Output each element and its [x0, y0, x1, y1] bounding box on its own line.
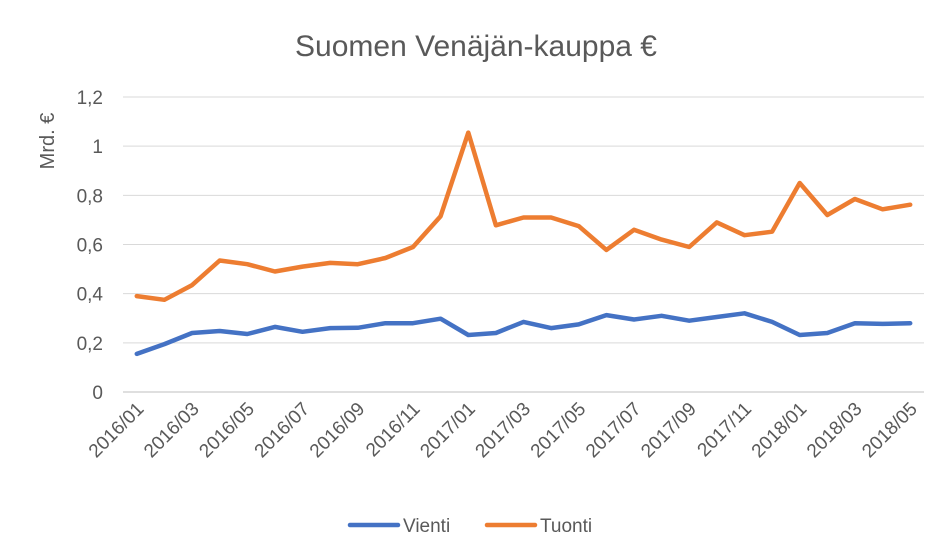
- y-tick-label: 1,2: [77, 88, 103, 109]
- x-tick-label: 2018/01: [748, 399, 811, 462]
- y-tick-labels: 0 0,2 0,4 0,6 0,8 1 1,2: [77, 88, 104, 404]
- y-axis-label: Mrd. €: [37, 113, 59, 170]
- y-tick-label: 0,4: [77, 285, 104, 306]
- series-lines: [134, 130, 913, 357]
- x-tick-label: 2016/01: [85, 399, 148, 462]
- y-tick-label: 0: [92, 383, 103, 404]
- y-tick-label: 1: [92, 137, 103, 158]
- series-line-tuonti: [134, 130, 913, 303]
- chart-title: Suomen Venäjän-kauppa €: [295, 30, 657, 63]
- x-tick-label: 2017/09: [637, 399, 700, 462]
- legend-label-vienti: Vienti: [403, 516, 450, 537]
- x-tick-label: 2018/03: [803, 399, 866, 462]
- x-tick-label: 2016/09: [306, 399, 369, 462]
- x-tick-label: 2016/11: [362, 399, 424, 461]
- legend-label-tuonti: Tuonti: [540, 516, 592, 537]
- x-tick-label: 2016/03: [140, 399, 203, 462]
- x-tick-labels: 2016/012016/032016/052016/072016/092016/…: [85, 399, 922, 462]
- x-tick-label: 2018/05: [858, 399, 921, 462]
- x-tick-label: 2017/11: [694, 399, 756, 461]
- legend: Vienti Tuonti: [347, 516, 592, 537]
- gridlines: [123, 96, 924, 393]
- x-tick-label: 2017/03: [472, 399, 535, 462]
- x-tick-label: 2017/07: [582, 399, 645, 462]
- x-tick-label: 2017/01: [416, 399, 479, 462]
- x-tick-label: 2016/05: [195, 399, 258, 462]
- y-tick-label: 0,8: [77, 186, 103, 207]
- y-tick-label: 0,6: [77, 236, 103, 257]
- x-tick-label: 2017/05: [527, 399, 590, 462]
- y-tick-label: 0,2: [77, 334, 103, 355]
- x-tick-label: 2016/07: [251, 399, 314, 462]
- series-line-vienti: [134, 311, 913, 357]
